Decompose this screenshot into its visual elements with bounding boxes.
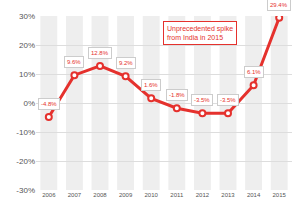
svg-text:2010: 2010 <box>145 192 159 198</box>
svg-text:2006: 2006 <box>42 192 56 198</box>
svg-text:-3.5%: -3.5% <box>194 97 210 103</box>
svg-text:6.1%: 6.1% <box>247 69 261 75</box>
svg-text:2008: 2008 <box>93 192 107 198</box>
svg-text:-30%: -30% <box>16 186 35 195</box>
svg-text:2015: 2015 <box>273 192 287 198</box>
svg-text:-20%: -20% <box>16 157 35 166</box>
svg-text:-3.5%: -3.5% <box>220 97 236 103</box>
svg-text:-1.8%: -1.8% <box>169 92 185 98</box>
svg-text:Unprecedented spikefrom India: Unprecedented spikefrom India in 2015 <box>167 25 233 41</box>
svg-text:20%: 20% <box>19 41 35 50</box>
svg-text:2011: 2011 <box>170 192 184 198</box>
svg-text:12.8%: 12.8% <box>91 50 109 56</box>
svg-text:9.6%: 9.6% <box>67 59 81 65</box>
svg-text:2012: 2012 <box>196 192 210 198</box>
svg-text:2007: 2007 <box>68 192 82 198</box>
svg-text:29.4%: 29.4% <box>270 2 288 8</box>
svg-text:2014: 2014 <box>247 192 261 198</box>
svg-text:30%: 30% <box>19 12 35 21</box>
svg-text:10%: 10% <box>19 70 35 79</box>
svg-text:1.6%: 1.6% <box>144 82 158 88</box>
svg-text:2009: 2009 <box>119 192 133 198</box>
svg-text:-4.8%: -4.8% <box>41 101 57 107</box>
svg-text:-10%: -10% <box>16 128 35 137</box>
svg-text:0%: 0% <box>23 99 35 108</box>
svg-text:9.2%: 9.2% <box>119 60 133 66</box>
svg-text:2013: 2013 <box>221 192 235 198</box>
